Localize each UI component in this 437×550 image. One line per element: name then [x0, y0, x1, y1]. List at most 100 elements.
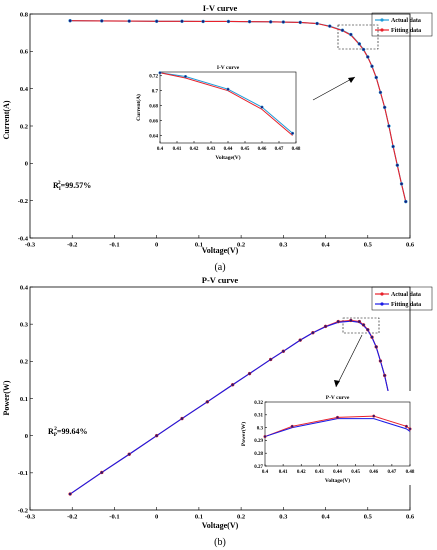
pv-inset-data-point	[372, 414, 376, 418]
iv-data-point	[387, 124, 391, 128]
pv-inset-data-point	[290, 424, 294, 428]
pv-inset-x-tick-label: 0.45	[351, 470, 360, 475]
iv-x-tick-label: 0.1	[195, 242, 203, 249]
pv-legend-fitting-label: Fitting data	[391, 302, 421, 308]
iv-data-point	[382, 105, 387, 110]
iv-legend-fitting-marker	[380, 28, 384, 32]
pv-inset-y-tick-label: 0.27	[254, 465, 263, 470]
iv-data-point	[399, 182, 404, 186]
pv-x-tick-label: -0.2	[67, 514, 77, 521]
iv-data-point	[68, 18, 72, 23]
iv-data-point	[247, 19, 252, 24]
iv-x-tick-label: 0.4	[321, 242, 330, 249]
iv-data-point	[180, 19, 184, 24]
iv-chart-title: I-V curve	[203, 3, 238, 13]
pv-zoom-arrowhead	[334, 380, 340, 387]
iv-inset-x-tick-label: 0.42	[190, 147, 199, 152]
pv-data-point	[361, 323, 366, 327]
iv-x-tick-label: 0.2	[237, 242, 245, 249]
pv-legend-actual-label: Actual data	[391, 292, 421, 298]
iv-inset-data-point	[183, 74, 188, 79]
iv-x-tick-label: 0	[155, 242, 158, 249]
pv-x-tick-label: 0.6	[406, 514, 415, 521]
pv-data-point	[374, 345, 378, 349]
pv-data-point	[349, 318, 353, 323]
pv-inset-title: P-V curve	[326, 395, 350, 401]
pv-inset-data-point	[408, 427, 412, 431]
iv-inset-x-tick-label: 0.41	[173, 147, 182, 152]
iv-legend-fitting-label: Fitting data	[391, 28, 421, 34]
pv-zoom-region	[342, 317, 380, 334]
pv-r2-annotation: RP2=99.64%	[48, 426, 87, 438]
iv-data-point	[374, 75, 378, 80]
iv-y-tick-label: 0.8	[20, 11, 29, 18]
iv-x-tick-label: 0.6	[406, 242, 415, 249]
iv-data-point	[100, 19, 104, 23]
pv-inset-y-tick-label: 0.32	[254, 401, 263, 406]
iv-inset-y-tick-label: 0.72	[149, 74, 158, 79]
pv-data-point	[268, 357, 273, 362]
iv-data-point	[395, 163, 400, 167]
pv-y-tick-label: 0.3	[20, 321, 29, 328]
pv-y-tick-label: 0.4	[20, 284, 29, 291]
iv-x-tick-label: -0.1	[109, 242, 119, 249]
iv-inset-x-tick-label: 0.44	[224, 147, 233, 152]
iv-y-axis-label: Current(A)	[2, 100, 11, 139]
pv-data-point	[100, 470, 104, 475]
pv-data-point	[68, 492, 72, 496]
iv-x-tick-label: 0.3	[279, 242, 288, 249]
iv-inset-y-axis-label: Current(A)	[135, 94, 142, 121]
pv-data-point	[180, 416, 184, 421]
iv-legend: Actual data Fitting data	[371, 12, 433, 37]
iv-legend-actual-marker	[380, 18, 384, 22]
pv-x-tick-label: 0	[155, 514, 158, 521]
pv-inset-x-tick-label: 0.43	[315, 470, 324, 475]
pv-inset-x-tick-label: 0.42	[297, 470, 306, 475]
pv-inset-y-tick-label: 0.3	[257, 426, 264, 431]
iv-zoom-arrowhead	[348, 77, 355, 83]
pv-data-point	[127, 452, 131, 456]
pv-data-point	[281, 349, 286, 354]
iv-data-point	[366, 55, 370, 59]
iv-data-point	[127, 19, 131, 23]
pv-inset-y-axis-label: Power(W)	[240, 422, 247, 446]
iv-inset-y-tick-label: 0.64	[149, 134, 158, 139]
pv-data-point	[366, 327, 370, 332]
pv-data-point	[323, 324, 328, 329]
pv-inset-x-tick-label: 0.48	[406, 470, 415, 475]
pv-inset-x-tick-label: 0.4	[262, 470, 269, 475]
iv-inset-x-tick-label: 0.4	[157, 147, 164, 152]
iv-y-tick-label: 0.6	[20, 49, 29, 56]
pv-y-tick-label: 0.2	[20, 359, 28, 366]
iv-x-axis-label: Voltage(V)	[202, 246, 239, 255]
iv-inset-x-tick-label: 0.46	[258, 147, 267, 152]
pv-x-tick-label: 0.4	[321, 514, 330, 521]
pv-data-point	[298, 338, 302, 342]
iv-legend-actual-label: Actual data	[391, 18, 421, 24]
iv-data-point	[154, 19, 159, 24]
pv-data-point	[230, 382, 235, 387]
pv-zoom-arrow	[335, 334, 363, 388]
iv-data-point	[328, 24, 332, 28]
pv-data-point	[336, 319, 340, 324]
iv-inset-x-tick-label: 0.45	[241, 147, 250, 152]
iv-x-tick-label: 0.5	[364, 242, 373, 249]
pv-inset-data-point	[263, 435, 267, 439]
panel-a-caption: (a)	[214, 262, 225, 273]
iv-zoom-arrow	[312, 76, 356, 101]
iv-inset-x-tick-label: 0.47	[275, 147, 284, 152]
iv-r2-annotation: RI2=99.57%	[53, 180, 91, 192]
pv-x-tick-label: -0.3	[25, 514, 36, 521]
iv-data-point	[340, 28, 345, 32]
pv-data-point	[382, 373, 387, 378]
pv-data-point	[357, 319, 362, 324]
iv-data-point	[370, 64, 374, 69]
iv-inset-x-tick-label: 0.48	[292, 147, 301, 152]
pv-inset-background	[240, 391, 415, 485]
iv-data-point	[226, 19, 231, 24]
pv-inset-y-tick-label: 0.29	[254, 439, 263, 444]
pv-inset-x-tick-label: 0.47	[388, 470, 397, 475]
pv-chart: P-V curve Voltage(V) Power(W) (b) RP2=99…	[2, 275, 433, 548]
iv-inset-y-tick-label: 0.7	[152, 89, 159, 94]
pv-y-tick-label: -0.1	[18, 470, 28, 477]
